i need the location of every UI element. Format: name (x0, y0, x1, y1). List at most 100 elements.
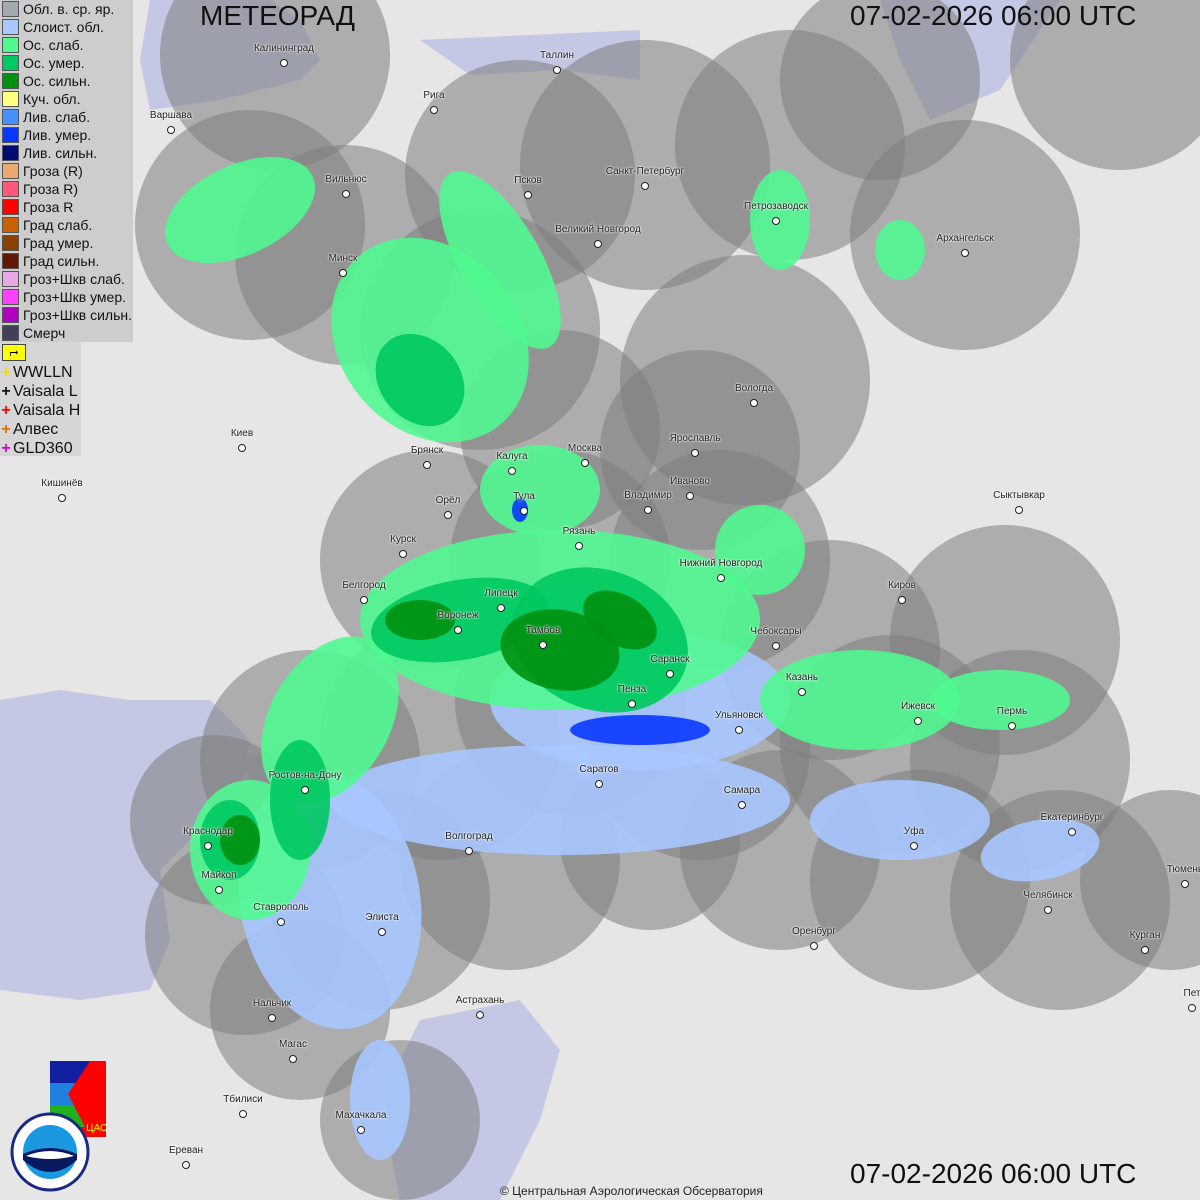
legend-item: Ос. сильн. (0, 72, 133, 90)
city-label: Ярославль (669, 433, 721, 444)
city-marker-icon (666, 670, 674, 678)
cross-icon: + (1, 439, 11, 457)
svg-text:ЦАО: ЦАО (86, 1123, 106, 1134)
legend-swatch (2, 199, 19, 215)
legend-swatch (2, 235, 19, 251)
legend-label: Лив. слаб. (23, 109, 91, 125)
city-label: Краснодар (183, 826, 233, 837)
city-marker-icon (360, 596, 368, 604)
city-marker-icon (465, 847, 473, 855)
legend-label: Обл. в. ср. яр. (23, 1, 115, 17)
city-marker-icon (508, 467, 516, 475)
legend-item: Слоист. обл. (0, 18, 133, 36)
lightning-source: + Алвес (0, 420, 81, 439)
legend-item: Ос. слаб. (0, 36, 133, 54)
legend-swatch (2, 181, 19, 197)
legend-label: Ос. слаб. (23, 37, 84, 53)
city-marker-icon (399, 550, 407, 558)
city-marker-icon (430, 106, 438, 114)
precipitation-area (760, 650, 960, 750)
legend-swatch (2, 127, 19, 143)
radar-coverage-circle (1010, 0, 1200, 170)
precipitation-area (930, 670, 1070, 730)
city-marker-icon (1015, 506, 1023, 514)
city-marker-icon (691, 449, 699, 457)
city-marker-icon (167, 126, 175, 134)
city-label: Воронеж (437, 610, 479, 621)
city-label: Нальчик (252, 998, 292, 1009)
city-label: Курск (390, 534, 416, 545)
city-label: Нижний Новгород (679, 558, 763, 569)
radar-coverage-circle (850, 120, 1080, 350)
legend-swatch (2, 325, 19, 341)
city-marker-icon (798, 688, 806, 696)
city-marker-icon (182, 1161, 190, 1169)
city-label: Варшава (149, 110, 193, 121)
city-label: Белгород (342, 580, 386, 591)
city-marker-icon (378, 928, 386, 936)
city-label: Санкт-Петербург (605, 166, 685, 177)
city-label: Оренбург (791, 926, 837, 937)
city-marker-icon (357, 1126, 365, 1134)
legend-item: Смерч (0, 324, 133, 342)
city-label: Ульяновск (715, 710, 763, 721)
city-label: Волгоград (445, 831, 493, 842)
precipitation-area (439, 171, 561, 349)
city-marker-icon (738, 801, 746, 809)
city-marker-icon (641, 182, 649, 190)
precipitation-area (375, 333, 465, 427)
city-label: Псков (514, 175, 542, 186)
city-label: Липецк (484, 588, 518, 599)
lightning-legend: ⮣ + WWLLN + Vaisala L + Vaisala H + Алвес + GLD36… (0, 342, 81, 457)
city-marker-icon (539, 641, 547, 649)
city-label: Саратов (579, 764, 619, 775)
cross-icon: + (1, 401, 11, 419)
city-label: Астрахань (455, 995, 505, 1006)
roshydromet-logo (10, 1112, 90, 1192)
precipitation-area (350, 1040, 410, 1160)
legend-label: Гроз+Шкв сильн. (23, 307, 132, 323)
city-label: Вологда (734, 383, 774, 394)
radar-coverage-circle (1080, 790, 1200, 970)
city-marker-icon (339, 269, 347, 277)
legend-item: Гроза R (0, 198, 133, 216)
city-label: Элиста (365, 912, 399, 923)
lightning-flag-icon[interactable]: ⮣ (2, 344, 26, 361)
map-title: МЕТЕОРАД (200, 0, 355, 31)
city-label: Екатеринбург (1040, 812, 1104, 823)
legend-item: Лив. умер. (0, 126, 133, 144)
legend-item: Лив. сильн. (0, 144, 133, 162)
city-label: Рига (423, 90, 445, 101)
city-marker-icon (215, 886, 223, 894)
city-marker-icon (595, 780, 603, 788)
city-marker-icon (772, 642, 780, 650)
precipitation-area (220, 815, 260, 865)
city-marker-icon (58, 494, 66, 502)
city-marker-icon (1181, 880, 1189, 888)
city-label: Орёл (435, 495, 461, 506)
legend-swatch (2, 145, 19, 161)
city-marker-icon (268, 1014, 276, 1022)
datetime-bottom: 07-02-2026 06:00 UTC (850, 1158, 1137, 1189)
legend-swatch (2, 55, 19, 71)
city-label: Курган (1129, 930, 1161, 941)
city-marker-icon (553, 66, 561, 74)
city-label: Пенза (617, 684, 647, 695)
city-marker-icon (444, 511, 452, 519)
city-label: Челябинск (1023, 890, 1073, 901)
lightning-source-label: Vaisala H (13, 401, 81, 419)
city-marker-icon (520, 507, 528, 515)
city-marker-icon (914, 717, 922, 725)
precipitation-area (810, 780, 990, 860)
city-marker-icon (594, 240, 602, 248)
legend-label: Смерч (23, 325, 66, 341)
city-marker-icon (575, 542, 583, 550)
legend-label: Куч. обл. (23, 91, 81, 107)
precipitation-area (750, 170, 810, 270)
city-marker-icon (204, 842, 212, 850)
legend-swatch (2, 307, 19, 323)
legend-label: Град сильн. (23, 253, 100, 269)
lightning-source: + Vaisala L (0, 382, 81, 401)
legend-swatch (2, 19, 19, 35)
